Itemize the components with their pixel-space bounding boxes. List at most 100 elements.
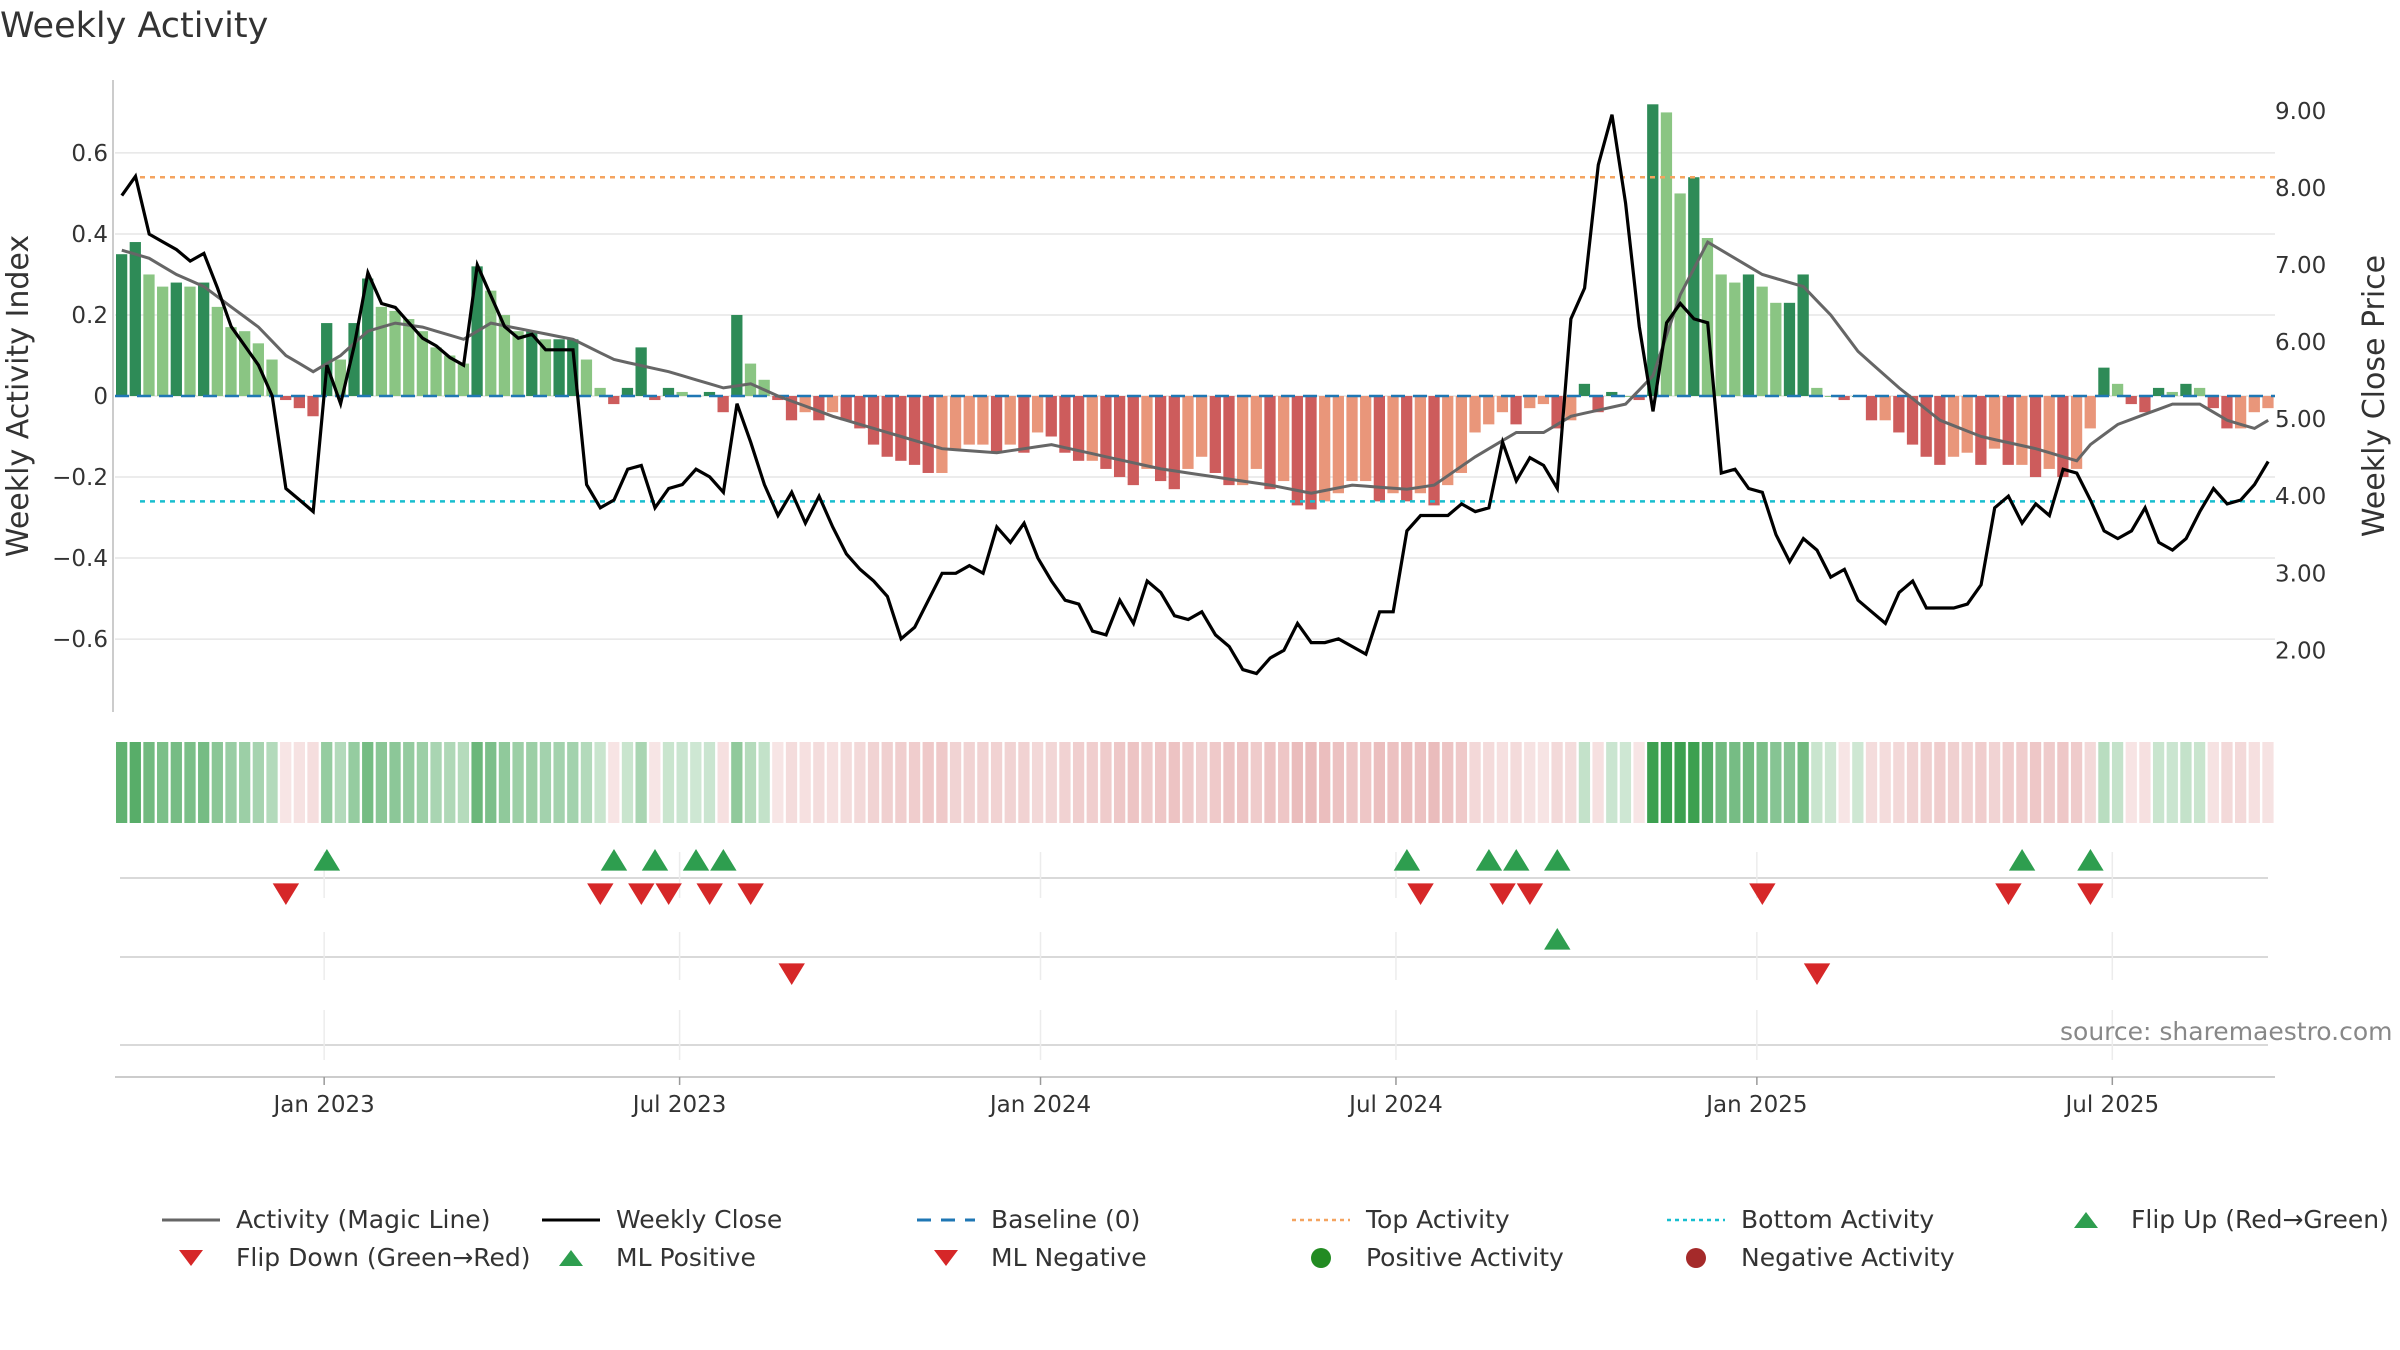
- heat-cell: [1223, 742, 1235, 823]
- heat-cell: [1319, 742, 1331, 823]
- heat-cell: [1701, 742, 1714, 823]
- activity-bar: [348, 323, 360, 396]
- activity-bar: [1168, 396, 1180, 490]
- activity-bar: [1920, 396, 1932, 457]
- heat-cell: [129, 742, 141, 823]
- legend-swatch-baseline: [917, 1218, 975, 1221]
- activity-bar: [1278, 396, 1290, 482]
- activity-bar: [649, 396, 661, 401]
- y2-tick-label: 9.00: [2275, 99, 2326, 125]
- heat-cell: [2016, 742, 2028, 823]
- flip-down-marker: [1407, 883, 1434, 905]
- activity-bar: [444, 355, 456, 396]
- heat-cell: [1797, 742, 1809, 823]
- activity-bar: [895, 396, 907, 461]
- heat-cell: [1141, 742, 1153, 823]
- activity-bar: [1811, 387, 1823, 396]
- heat-cell: [1373, 742, 1385, 823]
- y2-tick-label: 5.00: [2275, 407, 2326, 433]
- flip-up-marker: [710, 849, 737, 871]
- activity-bar: [2084, 396, 2096, 429]
- heat-cell: [444, 742, 456, 823]
- heat-cell: [1961, 742, 1973, 823]
- activity-bar: [2234, 396, 2247, 429]
- activity-bar: [1387, 396, 1399, 494]
- activity-bar: [403, 319, 415, 396]
- flip-down-marker: [2077, 883, 2104, 905]
- activity-bar: [580, 359, 593, 396]
- heat-cell: [895, 742, 907, 823]
- y-tick-label: 0.4: [71, 222, 108, 248]
- heat-cell: [649, 742, 661, 823]
- activity-bar: [2166, 391, 2178, 396]
- heat-cell: [1551, 742, 1563, 823]
- activity-bar: [813, 396, 825, 421]
- heat-cell: [2248, 742, 2260, 823]
- activity-bars: [116, 104, 2274, 510]
- heat-cell: [2180, 742, 2192, 823]
- flip-up-marker: [1393, 849, 1421, 871]
- heat-cell: [1428, 742, 1440, 823]
- activity-bar: [854, 396, 866, 429]
- activity-bar: [526, 331, 538, 396]
- activity-bar: [1879, 396, 1891, 421]
- y2-tick-label: 4.00: [2275, 484, 2326, 510]
- heat-cell: [2193, 742, 2206, 823]
- y-tick-label: −0.2: [52, 465, 108, 491]
- activity-bar: [129, 242, 141, 396]
- y2-tick-label: 2.00: [2275, 638, 2326, 664]
- heat-cell: [567, 742, 579, 823]
- heat-cell: [170, 742, 182, 823]
- activity-bar: [485, 290, 497, 396]
- legend-label: Bottom Activity: [1741, 1205, 1935, 1234]
- heat-cell: [280, 742, 292, 823]
- activity-bar: [936, 396, 948, 473]
- activity-bar: [1524, 396, 1536, 409]
- heat-cell: [2029, 742, 2042, 823]
- heat-cell: [1018, 742, 1030, 823]
- legend-dot: [1311, 1247, 1331, 1268]
- legend-label: ML Positive: [616, 1243, 756, 1272]
- activity-bar: [1606, 391, 1618, 396]
- heat-cell: [293, 742, 305, 823]
- heat-cell: [457, 742, 470, 823]
- legend-swatch-bottom: [1667, 1218, 1725, 1221]
- activity-bar: [2002, 396, 2014, 465]
- legend-label: Baseline (0): [991, 1205, 1141, 1234]
- activity-bar: [867, 396, 880, 445]
- activity-bar: [1127, 396, 1139, 486]
- heat-cell: [1127, 742, 1139, 823]
- flip-down-marker: [272, 883, 300, 905]
- y2-tick-label: 7.00: [2275, 253, 2326, 279]
- activity-bar: [1975, 396, 1987, 465]
- activity-bar: [1988, 396, 2001, 449]
- activity-bar: [539, 339, 552, 396]
- heat-cell: [1182, 742, 1194, 823]
- heat-cell: [307, 742, 319, 823]
- activity-bar: [2125, 396, 2137, 405]
- heat-cell: [1838, 742, 1850, 823]
- activity-bar: [1414, 396, 1427, 494]
- heat-cell: [1264, 742, 1276, 823]
- heat-cell: [1524, 742, 1536, 823]
- heat-cell: [936, 742, 948, 823]
- heat-cell: [225, 742, 237, 823]
- heat-cell: [116, 742, 128, 823]
- legend-swatch-flipdown: [179, 1249, 203, 1266]
- heat-cell: [321, 742, 333, 823]
- heat-cell: [1278, 742, 1290, 823]
- activity-bar: [334, 359, 347, 396]
- heat-cell: [1031, 742, 1044, 823]
- heat-cell: [1824, 742, 1837, 823]
- activity-bar: [1154, 396, 1167, 482]
- heat-cell: [1729, 742, 1741, 823]
- flip-down-marker: [1489, 883, 1516, 905]
- heat-cell: [1975, 742, 1987, 823]
- activity-bar: [553, 339, 565, 396]
- legend-item-mlneg: ML Negative: [915, 1243, 1147, 1272]
- heat-cell: [621, 742, 634, 823]
- heat-cell: [2043, 742, 2055, 823]
- legend-tri-up: [2074, 1211, 2098, 1228]
- activity-bar: [1059, 396, 1071, 453]
- activity-bar: [416, 331, 429, 396]
